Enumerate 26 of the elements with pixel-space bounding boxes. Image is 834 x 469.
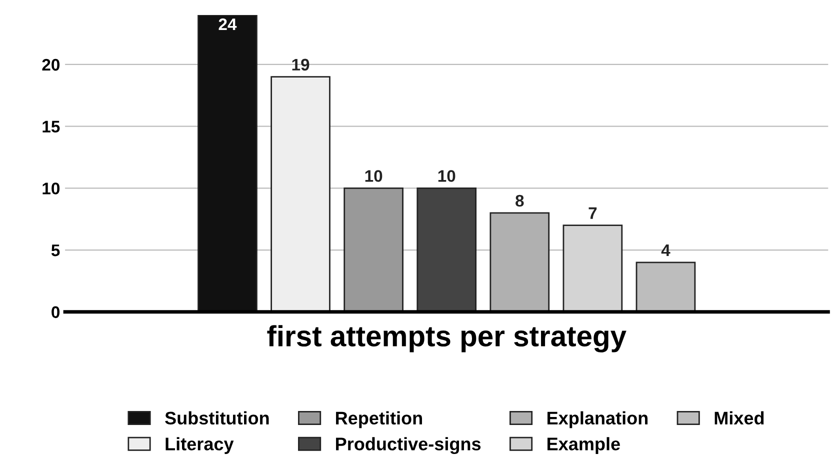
bar (636, 262, 696, 312)
legend-label: Mixed (714, 411, 764, 425)
legend-label: Example (548, 437, 620, 454)
data-label: 4 (661, 244, 670, 256)
data-label: 7 (588, 207, 597, 219)
y-tick-label: 20 (42, 58, 60, 71)
legend-label: Repetition (336, 411, 422, 428)
y-tick-label: 10 (42, 182, 60, 194)
data-label: 24 (218, 18, 237, 30)
legend-label: Productive-signs (336, 437, 481, 454)
y-tick-label: 15 (42, 120, 60, 133)
data-label: 10 (438, 170, 456, 182)
legend-label: Explanation (548, 411, 648, 428)
y-tick-label: 0 (52, 306, 60, 318)
bar (562, 224, 623, 312)
bar (416, 187, 477, 312)
bar (344, 187, 404, 312)
y-tick-label: 5 (51, 244, 60, 256)
bar (198, 15, 258, 312)
data-label: 10 (365, 170, 382, 182)
bar (270, 76, 330, 312)
legend-label: Literacy (166, 437, 234, 454)
data-label: 8 (516, 194, 524, 207)
legend-label: Substitution (165, 411, 269, 425)
x-axis-title: first attempts per strategy (267, 325, 626, 352)
data-label: 19 (292, 58, 310, 71)
